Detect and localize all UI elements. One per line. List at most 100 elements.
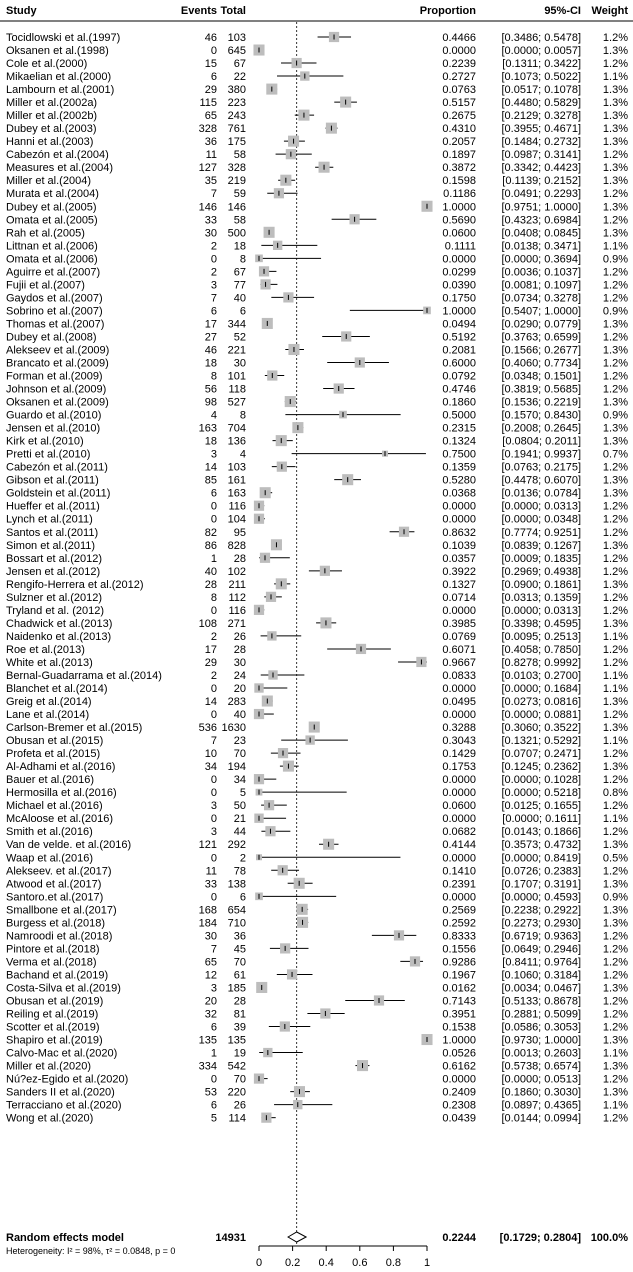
total-value: 221 [228, 344, 246, 356]
events-value: 135 [199, 1035, 217, 1047]
study-row: Bauer et al.(2016) 0 34 0.0000 [0.0000; 0.10… [6, 774, 628, 786]
ci-value: [0.0000; 0.0313] [501, 501, 581, 513]
proportion-value: 0.0000 [442, 774, 476, 786]
weight-value: 1.2% [603, 566, 628, 578]
proportion-value: 0.1556 [442, 943, 476, 955]
table-header: Study Events Total Proportion 95%-CI Weight [0, 5, 633, 22]
proportion-value: 0.2081 [442, 344, 476, 356]
total-value: 39 [234, 1022, 246, 1034]
proportion-value: 0.4746 [442, 384, 476, 396]
proportion-value: 0.2308 [442, 1100, 476, 1112]
weight-value: 1.3% [603, 318, 628, 330]
weight-value: 0.7% [603, 449, 628, 461]
study-name: Measures et al.(2004) [6, 162, 113, 174]
total-value: 70 [234, 748, 246, 760]
weight-value: 1.2% [603, 279, 628, 291]
ci-value: [0.0000; 0.0057] [501, 45, 581, 57]
study-row: Murata et al.(2004) 7 59 0.1186 [0.0491; 0.2… [6, 188, 628, 200]
total-value: 645 [228, 45, 246, 57]
study-name: Van de velde. et al.(2016) [6, 839, 131, 851]
weight-value: 1.2% [603, 592, 628, 604]
study-row: Jensen et al.(2012) 40 102 0.3922 [0.2969; 0… [6, 565, 628, 578]
proportion-value: 0.0792 [442, 371, 476, 383]
total-value: 112 [228, 592, 246, 604]
ci-value: [0.0707; 0.2471] [501, 748, 581, 760]
study-row: Pretti et al.(2010) 3 4 0.7500 [0.1941; 0.99… [6, 449, 628, 461]
heterogeneity-stats: Heterogeneity: I² = 98%, τ² = 0.0848, p … [6, 1246, 175, 1256]
proportion-value: 0.4310 [442, 123, 476, 135]
ci-value: [0.9730; 1.0000] [501, 1035, 581, 1047]
proportion-value: 0.1410 [442, 865, 476, 877]
events-value: 3 [211, 279, 217, 291]
study-row: Profeta et al.(2015) 10 70 0.1429 [0.0707; 0… [6, 748, 628, 760]
weight-value: 1.2% [603, 774, 628, 786]
study-name: Gibson et al.(2011) [6, 475, 99, 487]
study-row: Brancato et al.(2009) 18 30 0.6000 [0.4060; … [6, 357, 628, 370]
events-value: 40 [205, 566, 217, 578]
study-name: Lane et al.(2014) [6, 709, 89, 721]
weight-value: 1.2% [603, 32, 628, 44]
ci-value: [0.1484; 0.2732] [501, 136, 581, 148]
total-value: 136 [228, 436, 246, 448]
events-value: 3 [211, 826, 217, 838]
study-name: Santoro.et al.(2017) [6, 891, 103, 903]
weight-value: 0.8% [603, 787, 628, 799]
total-value: 30 [234, 358, 246, 370]
study-row: Johnson et al.(2009) 56 118 0.4746 [0.3819; … [6, 383, 628, 396]
study-row: Al-Adhami et al.(2016) 34 194 0.1753 [0.1245… [6, 760, 628, 773]
proportion-value: 0.6000 [442, 358, 476, 370]
events-value: 56 [205, 384, 217, 396]
ci-value: [0.4478; 0.6070] [501, 475, 581, 487]
proportion-value: 0.4144 [442, 839, 476, 851]
events-value: 17 [205, 644, 217, 656]
total-value: 18 [234, 240, 246, 252]
events-value: 65 [205, 956, 217, 968]
study-row: Scotter et al.(2019) 6 39 0.1538 [0.0586; 0.… [6, 1021, 628, 1034]
study-name: Al-Adhami et al.(2016) [6, 761, 115, 773]
total-value: 8 [240, 253, 246, 265]
total-value: 4 [240, 449, 246, 461]
ci-value: [0.0013; 0.2603] [501, 1048, 581, 1060]
proportion-value: 0.1111 [445, 240, 476, 252]
ci-value: [0.0804; 0.2011] [502, 436, 581, 448]
study-name: Smallbone et al.(2017) [6, 904, 117, 916]
study-row: Tocidlowski et al.(1997) 46 103 0.4466 [0.34… [6, 31, 628, 44]
study-name: Gaydos et al.(2007) [6, 292, 103, 304]
ci-value: [0.0000; 0.0313] [501, 605, 581, 617]
weight-value: 1.1% [603, 1048, 628, 1060]
total-value: 500 [228, 227, 246, 239]
study-row: Gaydos et al.(2007) 7 40 0.1750 [0.0734; 0.3… [6, 292, 628, 304]
proportion-value: 0.2315 [442, 423, 476, 435]
ci-value: [0.2881; 0.5099] [501, 1009, 581, 1021]
events-value: 168 [199, 904, 217, 916]
proportion-value: 0.0600 [442, 227, 476, 239]
total-value: 58 [234, 214, 246, 226]
weight-value: 0.9% [603, 410, 628, 422]
proportion-value: 0.2727 [442, 71, 476, 83]
weight-value: 1.2% [603, 462, 628, 474]
weight-value: 1.2% [603, 956, 628, 968]
proportion-value: 0.3951 [442, 1009, 476, 1021]
events-value: 6 [211, 1022, 217, 1034]
study-row: Naidenko et al.(2013) 2 26 0.0769 [0.0095; 0… [6, 631, 628, 643]
total-value: 175 [228, 136, 246, 148]
study-row: Kirk et al.(2010) 18 136 0.1324 [0.0804; 0.2… [6, 435, 628, 448]
ci-value: [0.1060; 0.3184] [501, 969, 581, 981]
events-value: 6 [211, 71, 217, 83]
study-row: Bachand et al.(2019) 12 61 0.1967 [0.1060; 0… [6, 969, 628, 981]
weight-value: 1.3% [603, 722, 628, 734]
weight-value: 1.2% [603, 930, 628, 942]
study-name: Reiling et al.(2019) [6, 1009, 98, 1021]
ci-value: [0.1941; 0.9937] [501, 449, 581, 461]
ci-value: [0.1139; 0.2152] [502, 175, 581, 187]
study-row: Roe et al.(2013) 17 28 0.6071 [0.4058; 0.785… [6, 643, 628, 656]
weight-value: 1.3% [603, 1087, 628, 1099]
proportion-value: 0.5157 [442, 97, 476, 109]
study-row: Greig et al.(2014) 14 283 0.0495 [0.0273; 0.… [6, 695, 628, 708]
ci-value: [0.2969; 0.4938] [501, 566, 581, 578]
events-value: 6 [211, 488, 217, 500]
events-value: 18 [205, 436, 217, 448]
study-row: White et al.(2013) 29 30 0.9667 [0.8278; 0.9… [6, 656, 628, 669]
events-value: 53 [205, 1087, 217, 1099]
study-row: Michael et al.(2016) 3 50 0.0600 [0.0125; 0.… [6, 800, 628, 812]
